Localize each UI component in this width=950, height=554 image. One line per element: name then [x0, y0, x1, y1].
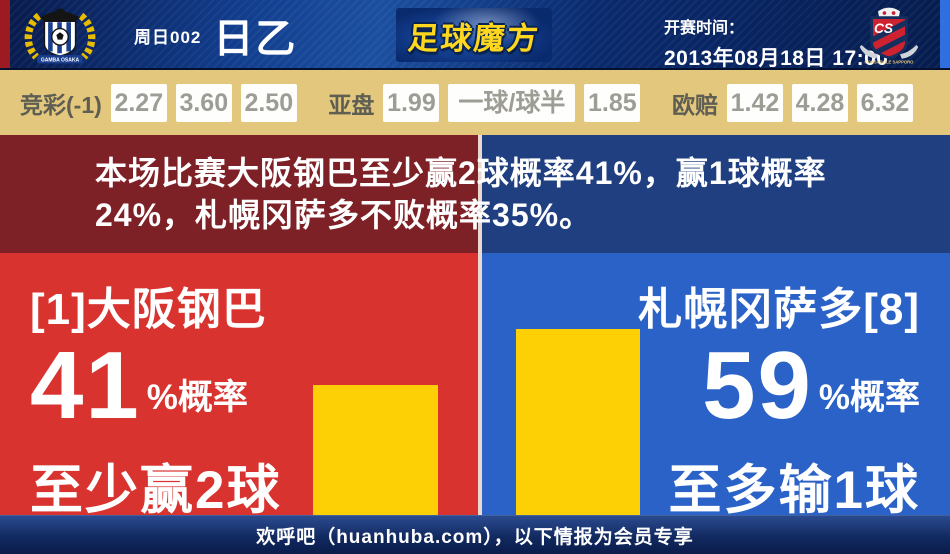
odds-value-box: 3.60 [175, 83, 232, 122]
away-percent-value: 59 [702, 332, 813, 439]
home-color-stripe [0, 0, 10, 68]
odds-row: 竞彩(-1) 2.27 3.60 2.50 亚盘 1.99 一球/球半 1.85… [0, 70, 950, 135]
odds-value-box: 4.28 [791, 83, 848, 122]
footer-text: 欢呼吧（huanhuba.com），以下情报为会员专享 [256, 526, 694, 548]
away-badge-monogram: CS [874, 21, 893, 36]
summary-background-home [0, 135, 478, 253]
summary-line-2: 24%，札幌冈萨多不败概率35%。 [95, 197, 593, 233]
footer-bar: 欢呼吧（huanhuba.com），以下情报为会员专享 [0, 515, 950, 554]
home-column: [1]大阪钢巴 41 %概率 至少赢2球 [0, 135, 478, 520]
home-percent-row: 41 %概率 [30, 332, 330, 439]
summary-background-away [482, 135, 950, 253]
match-id: 周日002 日乙 [134, 0, 297, 70]
away-percent-suffix: %概率 [818, 377, 920, 417]
summary-line-1: 本场比赛大阪钢巴至少赢2球概率41%，赢1球概率 [95, 155, 827, 191]
away-badge-caption: CONSADOLE SAPPORO [865, 59, 915, 64]
prediction-area: [1]大阪钢巴 41 %概率 至少赢2球 札幌冈萨多[8] 59 % [0, 135, 950, 520]
away-percent-row: 59 %概率 [490, 332, 920, 439]
kickoff-info: 开赛时间： 2013年08月18日 17:00 [664, 14, 888, 72]
home-badge-caption: GAMBA OSAKA [41, 58, 80, 64]
match-number: 周日002 [134, 27, 202, 47]
center-divider [478, 135, 482, 515]
odds-label-oupei: 欧赔 [671, 91, 718, 118]
odds-group-yapan: 亚盘 1.99 一球/球半 1.85 [328, 83, 641, 122]
kickoff-label: 开赛时间： [664, 20, 745, 37]
odds-handicap-box: 一球/球半 [448, 83, 576, 122]
away-team-name: 札幌冈萨多[8] [638, 285, 920, 334]
league-name: 日乙 [213, 17, 298, 61]
home-outcome-label: 至少赢2球 [30, 460, 282, 520]
home-percent-suffix: %概率 [146, 377, 248, 417]
odds-value-box: 2.50 [240, 83, 297, 122]
away-column: 札幌冈萨多[8] 59 %概率 至多输1球 [482, 135, 950, 520]
odds-value-box: 1.99 [383, 83, 440, 122]
odds-group-oupei: 欧赔 1.42 4.28 6.32 [671, 83, 913, 122]
away-outcome-label: 至多输1球 [668, 460, 920, 520]
home-team-name: [1]大阪钢巴 [30, 285, 267, 334]
odds-label-yapan: 亚盘 [328, 91, 375, 118]
odds-group-jingcai: 竞彩(-1) 2.27 3.60 2.50 [20, 83, 297, 122]
away-panel-content: 札幌冈萨多[8] 59 %概率 至多输1球 [490, 253, 920, 524]
home-probability-bar [313, 385, 438, 515]
home-panel: [1]大阪钢巴 41 %概率 至少赢2球 [0, 253, 478, 520]
away-panel: 札幌冈萨多[8] 59 %概率 至多输1球 [482, 253, 950, 520]
home-team-badge-icon: GAMBA OSAKA [24, 8, 96, 64]
home-panel-content: [1]大阪钢巴 41 %概率 至少赢2球 [30, 253, 330, 524]
match-summary: 本场比赛大阪钢巴至少赢2球概率41%，赢1球概率 24%，札幌冈萨多不败概率35… [95, 152, 895, 236]
odds-label-jingcai: 竞彩(-1) [20, 91, 102, 118]
odds-value-box: 6.32 [856, 83, 913, 122]
match-header: GAMBA OSAKA 周日002 日乙 足球魔方 开赛时间： 2013年08月… [0, 0, 950, 70]
kickoff-time: 2013年08月18日 17:00 [664, 47, 889, 70]
away-probability-bar [516, 329, 640, 515]
odds-value-box: 1.42 [726, 83, 783, 122]
site-logo-text: 足球魔方 [406, 20, 542, 56]
site-logo: 足球魔方 [396, 8, 552, 62]
away-team-badge-icon: CS CONSADOLE SAPPORO [859, 7, 919, 64]
home-percent-value: 41 [30, 332, 141, 439]
odds-value-box: 2.27 [110, 83, 167, 122]
odds-value-box: 1.85 [584, 83, 641, 122]
away-color-stripe [940, 0, 950, 68]
